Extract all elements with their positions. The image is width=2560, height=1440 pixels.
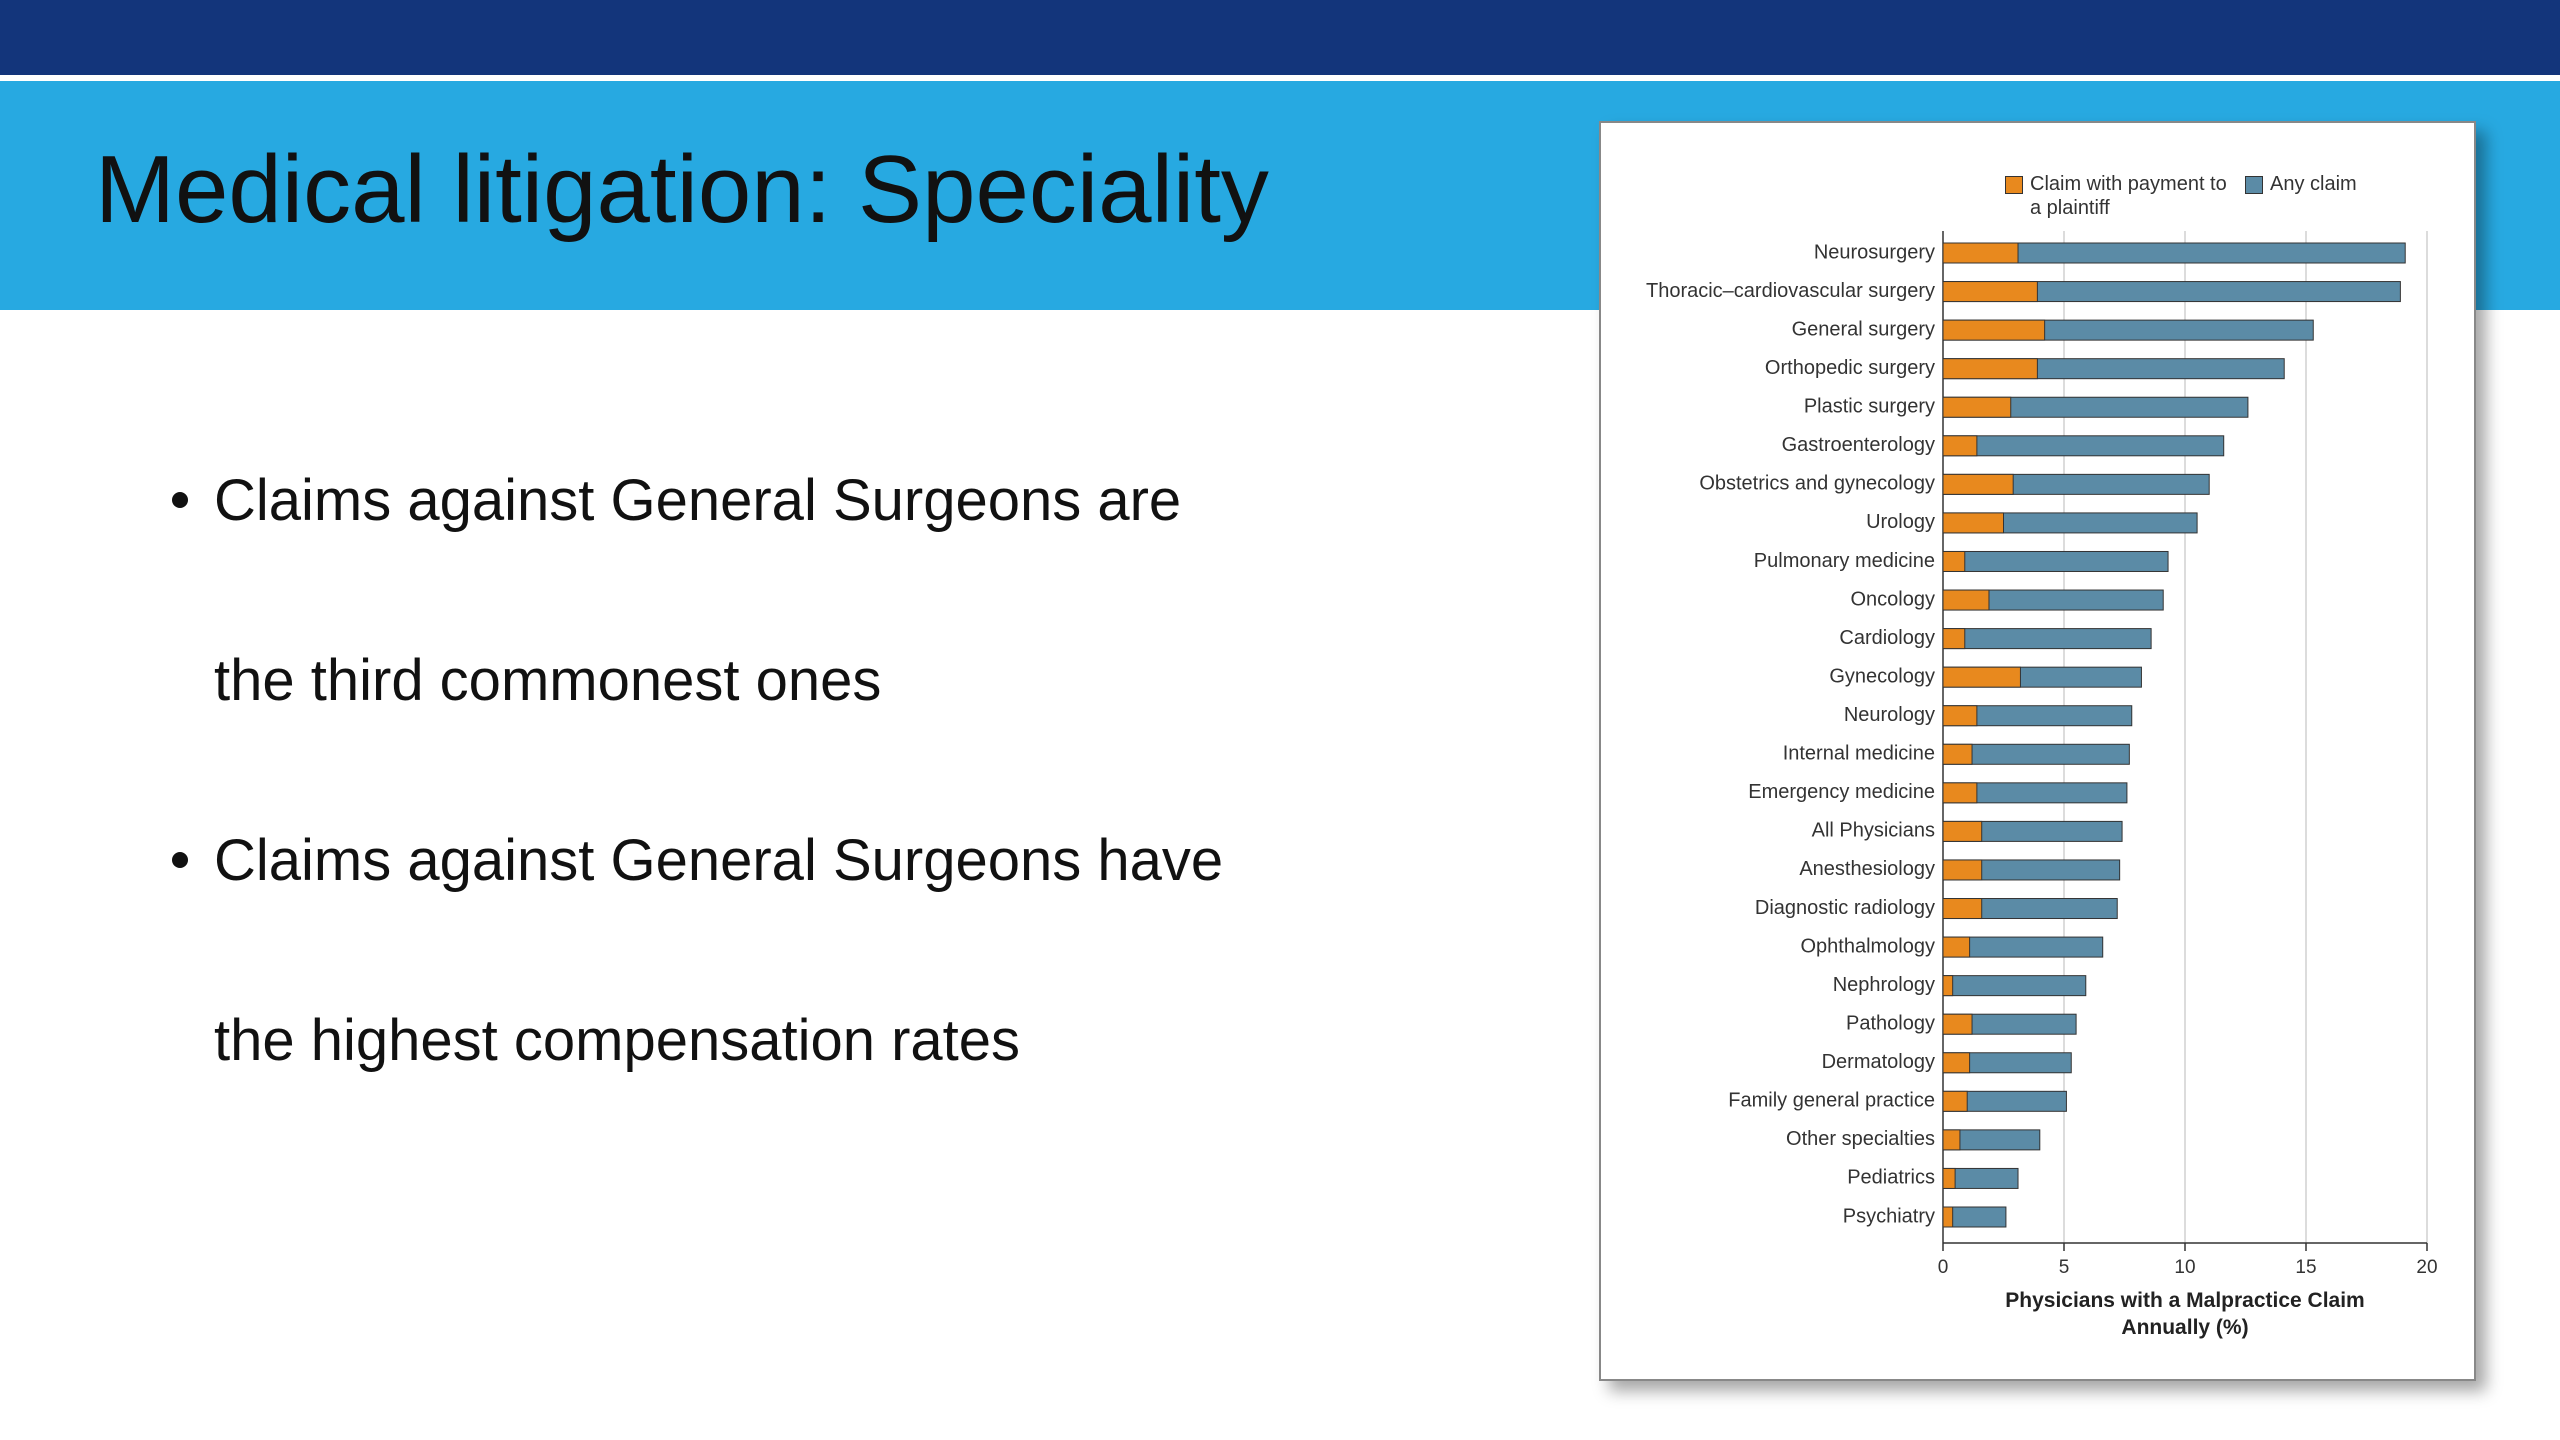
category-label: Emergency medicine <box>1748 781 1935 803</box>
bar <box>1942 396 2012 418</box>
x-tick-label: 0 <box>1938 1257 1949 1278</box>
bullet-text: the third commonest ones <box>214 648 881 713</box>
bar <box>1942 628 1966 650</box>
category-label: Dermatology <box>1822 1051 1935 1073</box>
legend-swatch <box>2245 176 2263 194</box>
bar <box>1942 898 1983 920</box>
category-label: Thoracic–cardiovascular surgery <box>1646 280 1935 302</box>
category-label: Pediatrics <box>1847 1167 1935 1189</box>
category-label: All Physicians <box>1812 820 1935 842</box>
x-tick-label: 5 <box>2059 1257 2070 1278</box>
bar <box>1942 820 1983 842</box>
bullet-dot <box>172 492 188 508</box>
category-label: Orthopedic surgery <box>1765 357 1935 379</box>
bar <box>1942 975 2087 997</box>
bullet-text: the highest compensation rates <box>214 1008 1020 1073</box>
bullet-text: Claims against General Surgeons have <box>214 828 1223 893</box>
category-label: Gastroenterology <box>1782 434 1935 456</box>
top-band <box>0 0 2560 75</box>
bar <box>1942 1090 1968 1112</box>
x-tick-label: 15 <box>2295 1257 2316 1278</box>
category-label: Diagnostic radiology <box>1755 897 1935 919</box>
category-label: Neurosurgery <box>1814 241 1935 263</box>
legend-label: Any claim <box>2270 173 2357 195</box>
bar <box>1942 705 1978 727</box>
bar <box>1942 1167 1956 1189</box>
bar <box>1942 1052 1971 1074</box>
bar <box>1942 435 1978 457</box>
bar <box>1942 281 2038 303</box>
category-label: Family general practice <box>1728 1090 1935 1112</box>
legend-swatch <box>2005 176 2023 194</box>
category-label: Cardiology <box>1839 627 1935 649</box>
slide-title: Medical litigation: Speciality <box>95 136 1269 243</box>
bar <box>1942 859 1983 881</box>
category-label: Gynecology <box>1829 665 1935 687</box>
x-tick-label: 20 <box>2416 1257 2437 1278</box>
category-label: Ophthalmology <box>1800 935 1935 957</box>
x-tick-label: 10 <box>2174 1257 2195 1278</box>
bar <box>1942 975 1954 997</box>
bar <box>1942 512 2004 534</box>
category-label: Anesthesiology <box>1799 858 1935 880</box>
bar <box>1942 666 2021 688</box>
bar <box>1942 319 2046 341</box>
bar <box>1942 743 1973 765</box>
category-label: Pathology <box>1846 1012 1935 1034</box>
bar <box>1942 1129 1961 1151</box>
category-label: Plastic surgery <box>1804 396 1935 418</box>
bar <box>1942 550 1966 572</box>
bullet-dot <box>172 852 188 868</box>
category-label: Urology <box>1866 511 1935 533</box>
bar <box>1942 550 2169 572</box>
bar <box>1942 589 1990 611</box>
bullet-text: Claims against General Surgeons are <box>214 468 1181 533</box>
bar <box>1942 936 1971 958</box>
bar <box>1942 782 1978 804</box>
category-label: Obstetrics and gynecology <box>1699 473 1935 495</box>
category-label: Oncology <box>1851 588 1936 610</box>
category-label: Internal medicine <box>1783 743 1935 765</box>
category-label: Pulmonary medicine <box>1754 550 1935 572</box>
bar <box>1942 473 2014 495</box>
bar <box>1942 628 2152 650</box>
bar <box>1942 1206 1954 1228</box>
bar <box>1942 242 2019 264</box>
category-label: Psychiatry <box>1843 1205 1935 1227</box>
category-label: Other specialties <box>1786 1128 1935 1150</box>
category-label: Neurology <box>1844 704 1935 726</box>
category-label: Nephrology <box>1833 974 1935 996</box>
legend-label: Claim with payment to a plaintiff <box>2030 173 2227 219</box>
category-label: General surgery <box>1792 318 1935 340</box>
x-axis-label: Physicians with a Malpractice Claim Annu… <box>2005 1289 2365 1339</box>
bar <box>1942 1013 1973 1035</box>
bar <box>1942 358 2038 380</box>
bar <box>1942 435 2225 457</box>
